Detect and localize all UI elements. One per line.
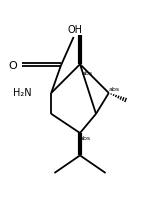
- Text: OH: OH: [68, 25, 83, 35]
- Text: abs: abs: [109, 87, 120, 92]
- Text: abs: abs: [80, 136, 91, 141]
- Text: H₂N: H₂N: [13, 88, 32, 98]
- Text: abs: abs: [82, 71, 93, 76]
- Text: O: O: [8, 61, 17, 71]
